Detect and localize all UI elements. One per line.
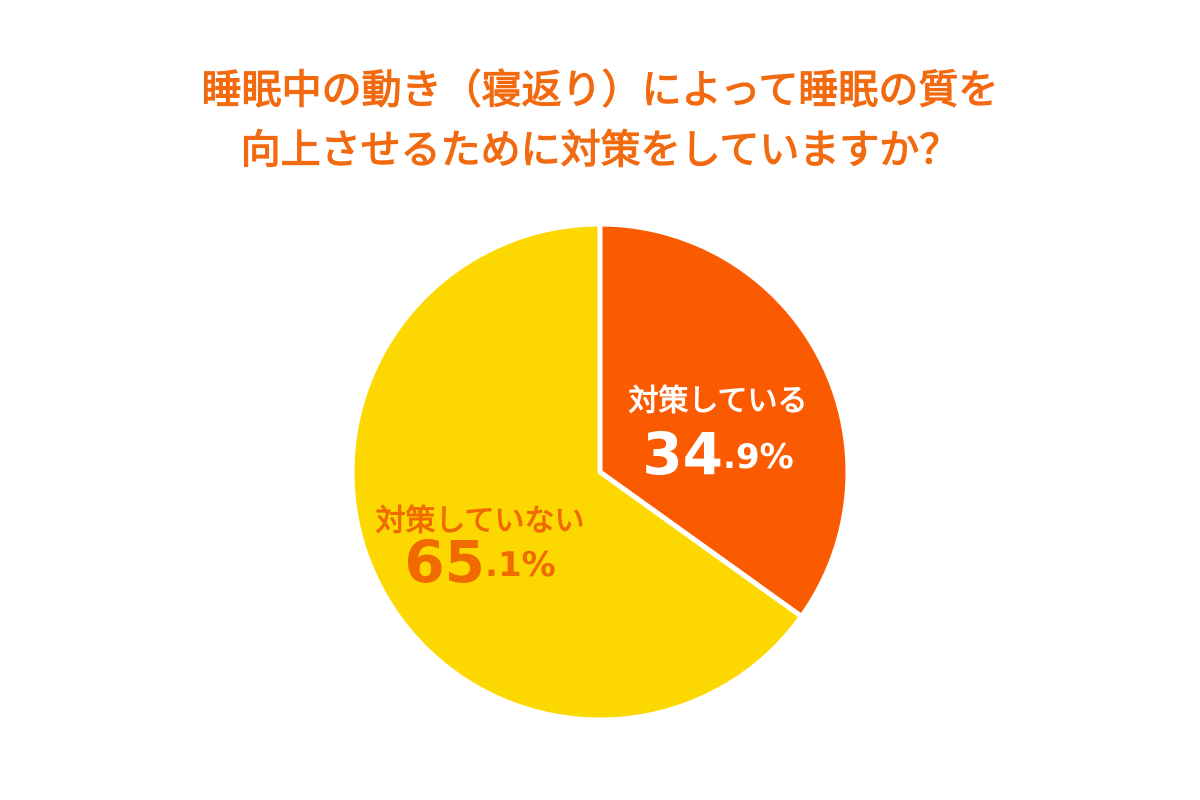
chart-title: 睡眠中の動き（寝返り）によって睡眠の質を bbox=[202, 67, 999, 113]
chart-title: 向上させるために対策をしていますか？ bbox=[241, 127, 960, 173]
pie-slice bbox=[349, 221, 805, 723]
value-label: 65.1% bbox=[404, 528, 555, 596]
value-label: 34.9% bbox=[642, 420, 793, 488]
pie-slice bbox=[597, 221, 851, 620]
slice-label: 対策している bbox=[628, 384, 807, 419]
slice-label: 対策していない bbox=[375, 504, 584, 539]
